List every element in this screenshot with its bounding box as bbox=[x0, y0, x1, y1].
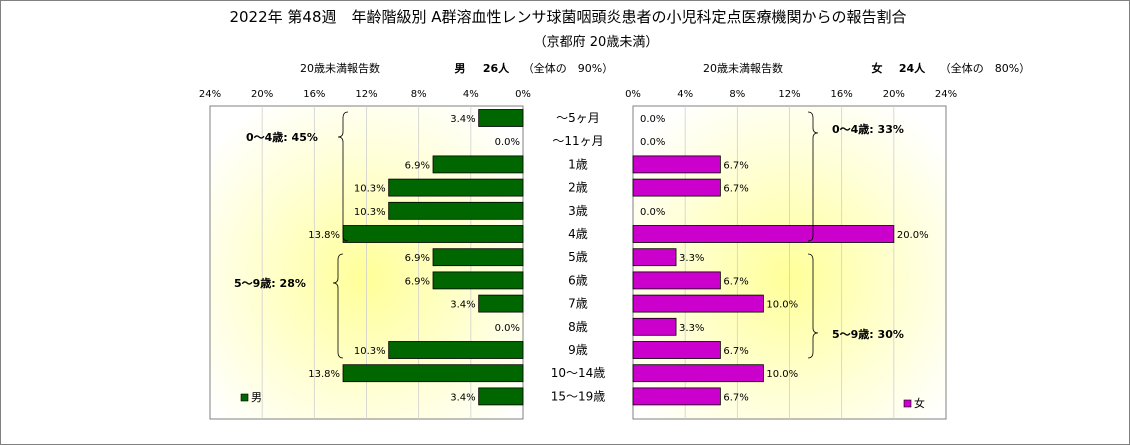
male-group-0-4-label: 0～4歳: 45% bbox=[246, 130, 318, 144]
category-label: 6歳 bbox=[568, 273, 588, 287]
female-group-0-4-label: 0～4歳: 33% bbox=[832, 122, 904, 136]
male-data-label: 3.4% bbox=[450, 300, 475, 311]
male-data-label: 3.4% bbox=[450, 392, 475, 403]
male-tick-label: 16% bbox=[303, 89, 325, 100]
female-tick-label: 8% bbox=[729, 89, 745, 100]
female-data-label: 3.3% bbox=[679, 253, 704, 264]
male-bar bbox=[388, 341, 524, 359]
category-label: 15～19歳 bbox=[551, 389, 606, 403]
male-summary-name: 男 bbox=[455, 62, 466, 75]
chart-title: 2022年 第48週 年齢階級別 A群溶血性レンサ球菌咽頭炎患者の小児科定点医療… bbox=[229, 8, 906, 26]
female-bar bbox=[632, 364, 764, 383]
male-bar bbox=[388, 178, 524, 197]
female-data-label: 6.7% bbox=[723, 346, 748, 357]
male-bar bbox=[432, 155, 524, 174]
male-data-label: 6.9% bbox=[405, 276, 430, 287]
female-data-label: 3.3% bbox=[679, 323, 704, 334]
female-bar bbox=[632, 271, 721, 290]
category-label: 3歳 bbox=[568, 204, 588, 218]
male-bar bbox=[342, 364, 524, 383]
male-bar bbox=[478, 294, 524, 313]
female-summary-count: 24人 bbox=[899, 61, 926, 75]
category-label: ～5ヶ月 bbox=[556, 111, 600, 125]
female-legend-label: 女 bbox=[914, 396, 925, 410]
female-data-label: 6.7% bbox=[723, 160, 748, 171]
category-label: 4歳 bbox=[568, 227, 588, 241]
female-bar bbox=[632, 341, 721, 359]
female-tick-label: 12% bbox=[778, 89, 800, 100]
male-data-label: 6.9% bbox=[405, 253, 430, 264]
female-data-label: 10.0% bbox=[766, 300, 798, 311]
female-summary-share: （全体の 80%） bbox=[940, 61, 1030, 75]
female-bar bbox=[632, 178, 721, 197]
female-data-label: 6.7% bbox=[723, 392, 748, 403]
male-bracket-5-9 bbox=[332, 253, 344, 359]
female-bar bbox=[632, 387, 721, 406]
male-data-label: 13.8% bbox=[308, 230, 340, 241]
male-data-label: 0.0% bbox=[495, 137, 520, 148]
female-data-label: 10.0% bbox=[766, 369, 798, 380]
female-bar bbox=[632, 294, 764, 313]
female-summary-name: 女 bbox=[872, 61, 883, 75]
male-header-label: 20歳未満報告数 bbox=[300, 62, 380, 75]
female-tick-label: 20% bbox=[883, 89, 905, 100]
male-tick-label: 24% bbox=[199, 89, 221, 100]
male-data-label: 6.9% bbox=[405, 160, 430, 171]
category-label: 5歳 bbox=[568, 250, 588, 264]
female-header-label: 20歳未満報告数 bbox=[703, 62, 783, 75]
male-bar bbox=[478, 109, 524, 127]
female-bar bbox=[632, 155, 721, 174]
male-data-label: 10.3% bbox=[354, 184, 386, 195]
male-tick-label: 20% bbox=[251, 89, 273, 100]
category-label: 9歳 bbox=[568, 343, 588, 357]
male-bar bbox=[432, 248, 524, 267]
female-data-label: 0.0% bbox=[640, 207, 665, 218]
male-data-label: 10.3% bbox=[354, 207, 386, 218]
male-tick-label: 4% bbox=[463, 89, 479, 100]
category-label: 7歳 bbox=[568, 297, 588, 311]
male-summary-count: 26人 bbox=[483, 61, 510, 75]
male-tick-label: 0% bbox=[515, 89, 531, 100]
female-data-label: 0.0% bbox=[640, 114, 665, 125]
male-data-label: 3.4% bbox=[450, 114, 475, 125]
male-bar bbox=[432, 271, 524, 290]
female-data-label: 6.7% bbox=[723, 276, 748, 287]
female-tick-label: 4% bbox=[677, 89, 693, 100]
female-bracket-5-9 bbox=[807, 253, 819, 359]
female-tick-label: 0% bbox=[625, 89, 641, 100]
male-data-label: 10.3% bbox=[354, 346, 386, 357]
category-label: 1歳 bbox=[568, 157, 588, 171]
male-tick-label: 12% bbox=[355, 89, 377, 100]
female-bar bbox=[632, 225, 895, 243]
male-bar bbox=[388, 201, 524, 220]
female-bar bbox=[632, 317, 677, 336]
female-bar bbox=[632, 248, 677, 267]
female-tick-label: 24% bbox=[935, 89, 957, 100]
male-data-label: 0.0% bbox=[495, 323, 520, 334]
category-label: 8歳 bbox=[568, 320, 588, 334]
chart-subtitle: （京都府 20歳未満） bbox=[534, 35, 659, 50]
category-label: ～11ヶ月 bbox=[552, 134, 603, 148]
female-group-5-9-label: 5～9歳: 30% bbox=[832, 327, 904, 341]
male-legend-swatch bbox=[240, 393, 249, 402]
male-bar bbox=[342, 225, 524, 243]
female-data-label: 20.0% bbox=[897, 230, 929, 241]
male-tick-label: 8% bbox=[411, 89, 427, 100]
male-summary-share: （全体の 90%） bbox=[523, 61, 613, 75]
female-data-label: 6.7% bbox=[723, 184, 748, 195]
male-bar bbox=[478, 387, 524, 406]
female-tick-label: 16% bbox=[831, 89, 853, 100]
female-data-label: 0.0% bbox=[640, 137, 665, 148]
female-legend-swatch bbox=[903, 399, 912, 408]
male-data-label: 13.8% bbox=[308, 369, 340, 380]
category-label: 2歳 bbox=[568, 181, 588, 195]
male-bracket-0-4 bbox=[337, 111, 349, 242]
female-bracket-0-4 bbox=[807, 111, 819, 242]
male-legend-label: 男 bbox=[251, 391, 262, 404]
male-group-5-9-label: 5～9歳: 28% bbox=[234, 276, 306, 290]
category-label: 10～14歳 bbox=[551, 366, 606, 380]
